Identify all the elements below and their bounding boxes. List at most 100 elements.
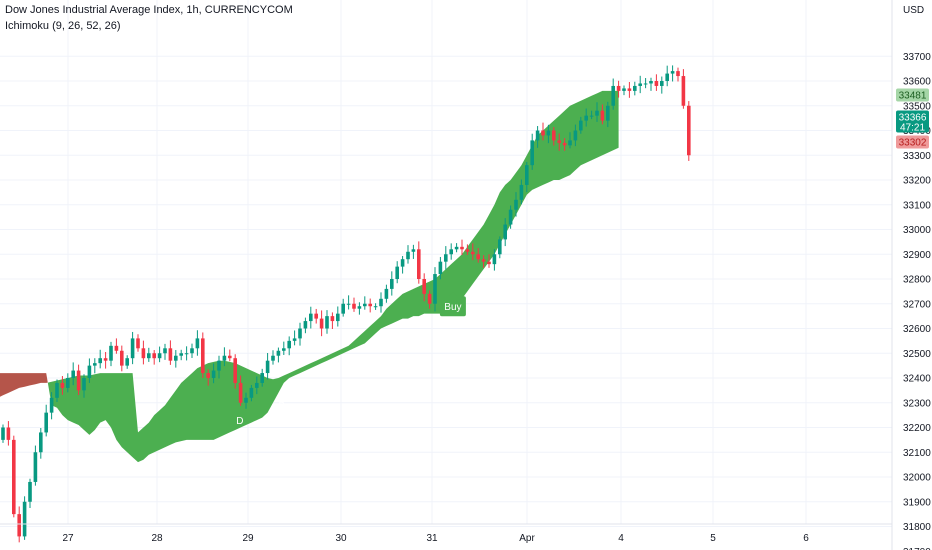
candle-body (184, 353, 189, 355)
candle-body (249, 387, 254, 398)
candle-body (395, 266, 399, 279)
candle-body (562, 142, 567, 146)
candle-body (66, 378, 70, 388)
candle-body (303, 321, 308, 329)
price-tick-label: 33000 (903, 225, 931, 236)
time-tick-label: 27 (62, 533, 74, 544)
candle-body (206, 373, 210, 378)
candle-body (460, 246, 464, 250)
candle-body (530, 140, 534, 166)
candles (1, 65, 691, 543)
candle-body (379, 298, 383, 307)
candle-body (503, 224, 507, 240)
countdown-timer: 47:21 (900, 123, 925, 134)
candle-body (492, 254, 497, 265)
time-axis[interactable]: 27 28 29 30 31 Apr 4 5 6 (62, 533, 809, 544)
candle-body (49, 397, 54, 413)
candle-body (406, 251, 410, 260)
candle-body (12, 439, 16, 515)
candle-body (498, 239, 502, 255)
candle-body (33, 452, 38, 482)
price-tick-label: 33300 (903, 151, 931, 162)
candle-body (238, 382, 243, 403)
candle-body (336, 313, 340, 322)
price-tick-label: 32600 (903, 324, 931, 335)
candle-body (282, 348, 286, 351)
price-tick-label: 33100 (903, 200, 931, 211)
candle-body (292, 338, 297, 341)
candle-body (595, 110, 599, 116)
candle-body (417, 249, 421, 279)
price-badge-value: 33366 (899, 113, 927, 124)
cloud-bearish (0, 373, 48, 397)
price-tick-label: 32500 (903, 349, 931, 360)
candle-body (687, 105, 691, 156)
candle-body (174, 355, 178, 361)
candle-body (82, 378, 86, 391)
candle-body (195, 338, 200, 349)
candle-body (265, 360, 270, 374)
candle-body (476, 254, 480, 260)
candle-body (508, 209, 513, 225)
candle-body (222, 355, 227, 361)
indicator-legend[interactable]: Ichimoku (9, 26, 52, 26) (5, 20, 121, 32)
candle-body (71, 370, 75, 378)
candle-body (665, 73, 669, 81)
time-tick-label: 29 (242, 533, 254, 544)
candle-body (179, 353, 183, 356)
price-tick-label: 31800 (903, 522, 931, 533)
candle-body (319, 318, 324, 329)
candle-body (535, 130, 540, 141)
time-tick-label: 28 (151, 533, 163, 544)
price-tick-label: 32100 (903, 448, 931, 459)
candle-body (525, 165, 529, 185)
chart-title[interactable]: Dow Jones Industrial Average Index, 1h, … (5, 4, 293, 16)
currency-label: USD (903, 5, 924, 16)
buy-label-arrow (448, 292, 457, 297)
candle-body (271, 355, 275, 361)
price-tick-label: 32400 (903, 374, 931, 385)
candle-body (6, 427, 11, 440)
candle-body (168, 348, 173, 361)
buy-label-text: Buy (444, 302, 461, 313)
candle-body (157, 353, 162, 359)
annotations: Buy Buy D (236, 292, 466, 427)
candle-body (76, 370, 81, 391)
candle-body (233, 358, 237, 383)
time-tick-label: 6 (803, 533, 809, 544)
candle-body (103, 358, 108, 361)
time-tick-label: Apr (519, 533, 535, 544)
candle-body (352, 303, 356, 309)
candle-body (298, 328, 302, 339)
candle-body (309, 313, 313, 322)
candle-body (611, 85, 615, 106)
candle-body (541, 130, 545, 136)
price-badge-value: 33481 (899, 91, 927, 102)
candle-body (660, 81, 664, 86)
candle-body (136, 338, 140, 349)
candle-body (260, 373, 264, 383)
candle-body (471, 251, 475, 255)
candle-body (481, 259, 486, 262)
candle-body (341, 303, 345, 314)
time-tick-label: 4 (618, 533, 624, 544)
candle-body (465, 249, 470, 252)
candle-body (325, 316, 329, 329)
candle-body (114, 345, 119, 351)
candle-body (363, 303, 367, 307)
candle-body (449, 249, 453, 255)
candle-body (606, 105, 610, 121)
price-tick-label: 32800 (903, 275, 931, 286)
candle-body (616, 85, 621, 91)
candle-body (568, 140, 572, 146)
candle-body (1, 427, 5, 440)
candle-body (147, 353, 151, 359)
candle-body (314, 313, 318, 319)
candle-body (17, 514, 21, 537)
candle-body (201, 338, 205, 374)
price-axis[interactable]: 31700 31800 31900 32000 32100 32200 32300 32400… (903, 52, 931, 550)
candle-body (55, 382, 59, 398)
divergence-label: D (236, 416, 243, 427)
price-tick-label: 31700 (903, 547, 931, 550)
